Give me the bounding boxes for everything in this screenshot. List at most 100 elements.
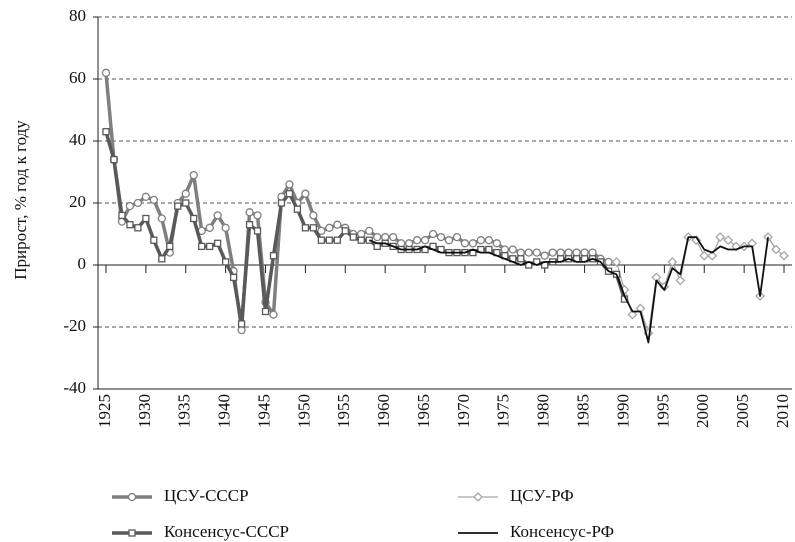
data-point (261, 307, 270, 316)
data-point (317, 236, 326, 244)
x-tick-label: 1985 (574, 394, 593, 428)
data-point (118, 211, 126, 220)
data-point (309, 224, 318, 232)
y-tick-label: 80 (69, 6, 86, 25)
data-point (150, 236, 158, 244)
data-point (229, 273, 238, 282)
data-point (245, 221, 254, 229)
data-point (731, 241, 742, 252)
data-point (485, 245, 493, 254)
data-point (149, 195, 158, 205)
data-point (365, 226, 374, 236)
data-point (627, 309, 638, 320)
x-tick-label: 1975 (494, 394, 513, 428)
data-point (723, 235, 734, 246)
x-tick-label: 1955 (334, 394, 353, 428)
y-axis-label: Прирост, % год к году (11, 120, 30, 280)
x-tick-label: 1960 (374, 394, 393, 428)
y-tick-label: 20 (69, 192, 86, 211)
data-point (517, 255, 525, 263)
data-point (190, 214, 198, 223)
legend-label: Консенсус-СССР (164, 522, 289, 541)
data-point (484, 236, 494, 245)
data-point (572, 248, 581, 257)
data-point (428, 229, 438, 239)
data-point (133, 198, 143, 208)
data-point (548, 248, 557, 257)
data-point (213, 211, 222, 220)
data-point (166, 242, 174, 251)
x-tick-label: 1970 (454, 394, 473, 428)
data-point (125, 201, 135, 211)
data-point (333, 236, 341, 244)
data-point (699, 250, 710, 261)
data-point (142, 214, 150, 223)
data-point (333, 220, 342, 229)
x-tick-label: 1980 (534, 394, 553, 428)
data-point (691, 235, 702, 246)
legend-marker (473, 492, 483, 502)
series-line (368, 236, 769, 344)
data-point (293, 205, 302, 213)
y-tick-label: 60 (69, 68, 86, 87)
data-point (388, 232, 398, 242)
data-point (110, 155, 118, 164)
data-point (476, 236, 486, 245)
legend-label: ЦСУ-СССР (164, 486, 249, 505)
data-point (508, 245, 517, 254)
data-point (285, 190, 294, 198)
data-point (182, 199, 190, 207)
data-point (309, 211, 318, 220)
data-point (779, 250, 789, 261)
x-tick-label: 1940 (215, 394, 234, 428)
data-point (611, 256, 622, 267)
data-point (301, 224, 310, 232)
data-point (357, 236, 365, 244)
data-point (102, 128, 110, 136)
data-point (205, 223, 214, 232)
data-point (174, 202, 182, 210)
data-point (715, 232, 726, 243)
data-point (101, 68, 111, 77)
legend-marker (127, 492, 137, 502)
x-tick-label: 1965 (414, 394, 433, 428)
data-point (341, 227, 349, 235)
data-point (675, 275, 686, 286)
x-tick-label: 2005 (733, 394, 752, 428)
data-point (771, 244, 781, 255)
data-point (269, 310, 278, 319)
x-tick-label: 2000 (693, 394, 712, 428)
x-tick-label: 1935 (175, 394, 194, 428)
data-point (460, 239, 470, 248)
data-point (269, 252, 278, 260)
x-tick-label: 1990 (613, 394, 632, 428)
data-point (253, 211, 262, 220)
data-point (285, 180, 294, 189)
data-point (420, 236, 430, 245)
x-tick-label: 1950 (294, 394, 313, 428)
data-point (373, 242, 381, 251)
data-point (381, 232, 390, 242)
data-point (667, 256, 678, 267)
y-tick-label: -40 (63, 378, 86, 397)
data-point (564, 248, 573, 257)
data-point (221, 223, 230, 232)
y-tick-label: 0 (78, 254, 87, 273)
data-point (277, 199, 286, 207)
data-point (444, 236, 454, 245)
data-point (141, 192, 151, 201)
x-tick-label: 1995 (653, 394, 672, 428)
data-point (301, 189, 310, 198)
data-point (221, 258, 230, 266)
legend-marker (128, 529, 136, 537)
data-point (468, 239, 478, 248)
data-point (134, 224, 142, 232)
x-tick-label: 1945 (254, 394, 273, 428)
data-point (325, 236, 333, 244)
data-point (412, 236, 422, 245)
data-point (452, 232, 462, 242)
data-point (436, 232, 446, 242)
data-point (516, 248, 525, 257)
